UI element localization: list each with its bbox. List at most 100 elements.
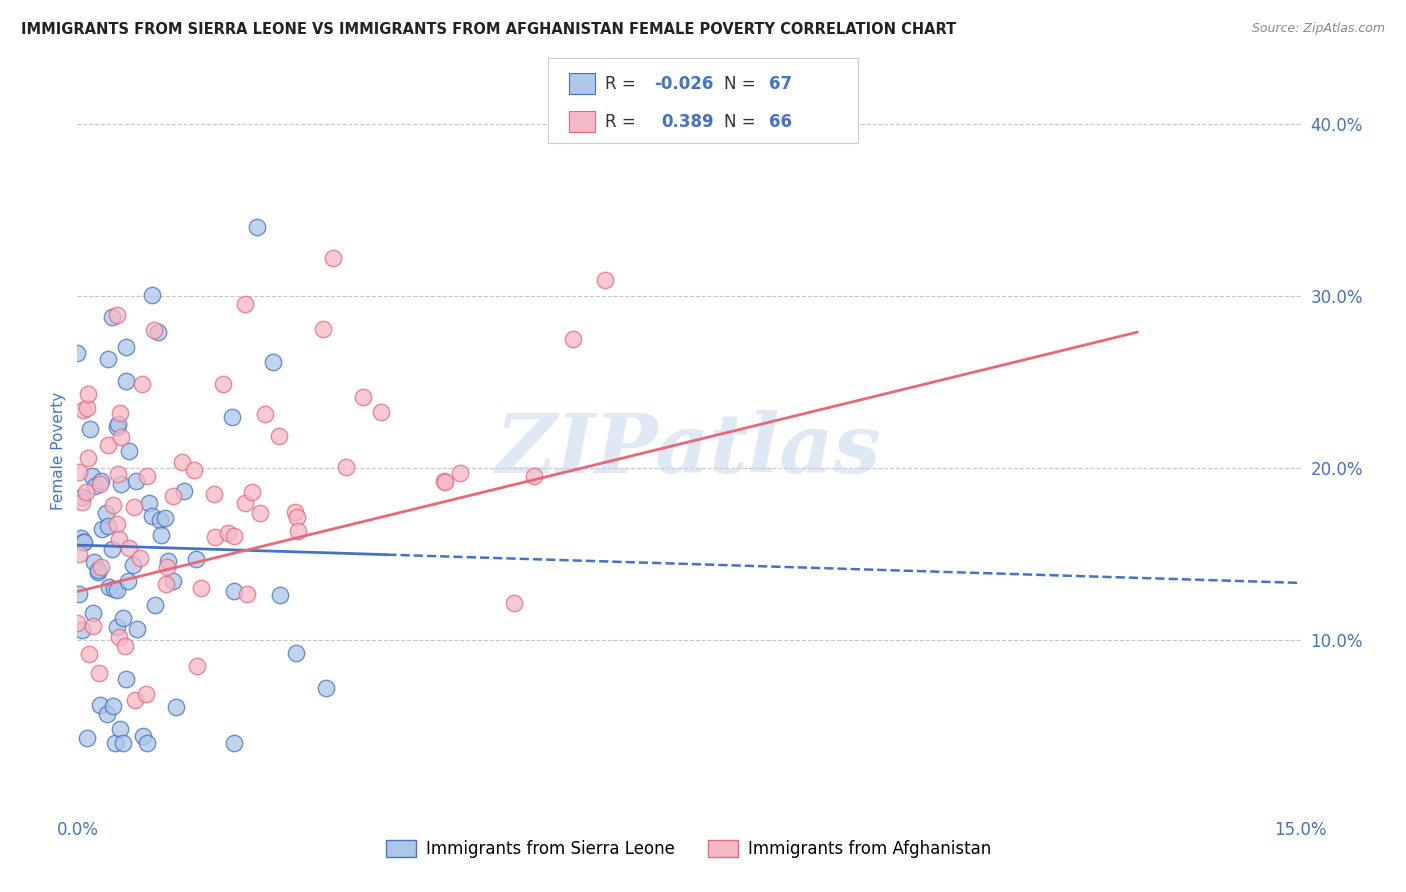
- Point: [267, 429, 290, 443]
- Legend: Immigrants from Sierra Leone, Immigrants from Afghanistan: Immigrants from Sierra Leone, Immigrants…: [380, 833, 998, 865]
- Point: [75, 485, 97, 500]
- Point: [107, 532, 129, 546]
- Text: -0.026: -0.026: [654, 75, 713, 93]
- Point: [433, 474, 456, 488]
- Point: [131, 377, 153, 392]
- Point: [72, 535, 94, 549]
- Point: [114, 340, 136, 354]
- Point: [221, 409, 243, 424]
- Point: [149, 513, 172, 527]
- Point: [72, 535, 94, 549]
- Point: [107, 620, 129, 634]
- Point: [150, 528, 173, 542]
- Point: [66, 616, 89, 631]
- Point: [67, 465, 90, 479]
- Point: [76, 450, 98, 465]
- Point: [204, 530, 226, 544]
- Point: [90, 522, 112, 536]
- Point: [141, 287, 163, 301]
- Point: [108, 722, 131, 736]
- Point: [217, 526, 239, 541]
- Point: [233, 496, 256, 510]
- Text: R =: R =: [605, 75, 641, 93]
- Point: [287, 524, 309, 539]
- Text: R =: R =: [605, 112, 641, 130]
- Point: [370, 405, 392, 419]
- Point: [136, 736, 159, 750]
- Point: [96, 707, 118, 722]
- Point: [104, 736, 127, 750]
- Point: [103, 498, 125, 512]
- Text: IMMIGRANTS FROM SIERRA LEONE VS IMMIGRANTS FROM AFGHANISTAN FEMALE POVERTY CORRE: IMMIGRANTS FROM SIERRA LEONE VS IMMIGRAN…: [21, 22, 956, 37]
- Point: [184, 551, 207, 566]
- Point: [173, 484, 195, 499]
- Point: [212, 377, 235, 392]
- Point: [183, 463, 205, 477]
- Point: [107, 417, 129, 431]
- Point: [322, 251, 344, 265]
- Point: [121, 558, 143, 572]
- Point: [94, 506, 117, 520]
- Point: [170, 455, 193, 469]
- Point: [284, 505, 307, 519]
- Point: [72, 402, 94, 417]
- Point: [124, 692, 146, 706]
- Point: [82, 468, 104, 483]
- Point: [82, 606, 104, 620]
- Point: [87, 565, 110, 579]
- Point: [114, 672, 136, 686]
- Point: [105, 516, 128, 531]
- Point: [138, 496, 160, 510]
- Text: ZIPatlas: ZIPatlas: [496, 410, 882, 491]
- Point: [118, 443, 141, 458]
- Point: [143, 598, 166, 612]
- Point: [249, 506, 271, 520]
- Point: [89, 665, 111, 680]
- Point: [108, 631, 131, 645]
- Point: [89, 477, 111, 491]
- Point: [312, 322, 335, 336]
- Point: [111, 611, 134, 625]
- Point: [352, 390, 374, 404]
- Point: [110, 477, 132, 491]
- Point: [141, 508, 163, 523]
- Point: [165, 700, 187, 714]
- Point: [222, 584, 245, 599]
- Point: [77, 387, 100, 401]
- Y-axis label: Female Poverty: Female Poverty: [51, 392, 66, 509]
- Point: [132, 729, 155, 743]
- Point: [122, 500, 145, 514]
- Point: [67, 587, 90, 601]
- Point: [90, 560, 112, 574]
- Point: [146, 326, 169, 340]
- Text: 66: 66: [769, 112, 792, 130]
- Point: [254, 407, 277, 421]
- Point: [285, 509, 308, 524]
- Point: [70, 532, 93, 546]
- Text: N =: N =: [724, 75, 761, 93]
- Point: [156, 559, 179, 574]
- Point: [236, 587, 259, 601]
- Point: [449, 466, 471, 480]
- Point: [90, 474, 112, 488]
- Point: [335, 459, 357, 474]
- Point: [105, 419, 128, 434]
- Point: [135, 687, 157, 701]
- Point: [434, 475, 457, 489]
- Point: [155, 577, 177, 591]
- Point: [70, 624, 93, 638]
- Text: 0.389: 0.389: [661, 112, 713, 130]
- Point: [76, 731, 98, 746]
- Point: [246, 219, 269, 234]
- Point: [190, 581, 212, 595]
- Point: [269, 588, 291, 602]
- Point: [70, 494, 93, 508]
- Point: [127, 622, 149, 636]
- Point: [233, 297, 256, 311]
- Point: [97, 438, 120, 452]
- Point: [523, 469, 546, 483]
- Point: [117, 574, 139, 589]
- Point: [315, 681, 337, 696]
- Point: [101, 541, 124, 556]
- Point: [89, 698, 111, 713]
